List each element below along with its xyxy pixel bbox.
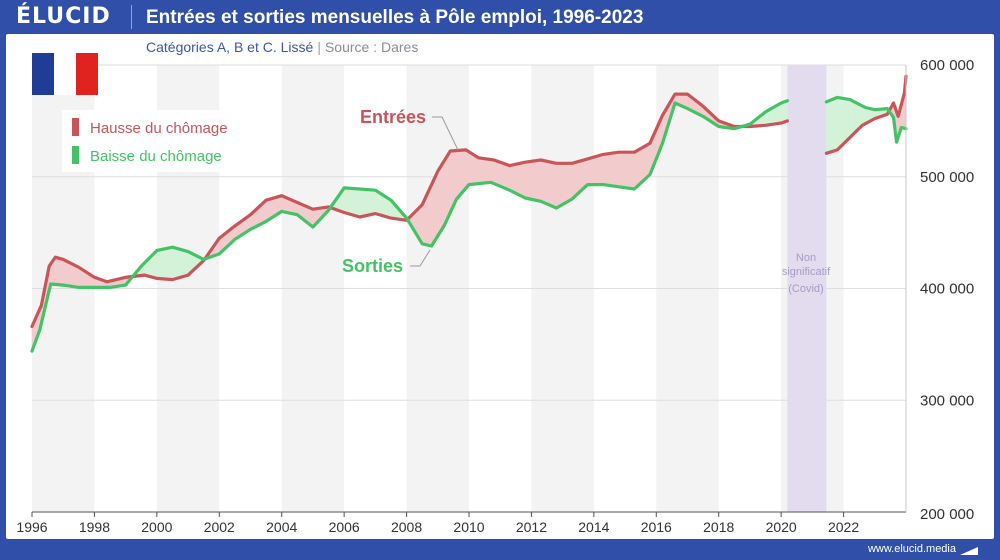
y-tick-label: 600 000: [920, 57, 974, 74]
y-tick-label: 500 000: [920, 169, 974, 186]
covid-label-line2: significatif: [782, 266, 831, 278]
x-tick-label: 1998: [79, 519, 110, 535]
baisse-area: [786, 100, 788, 122]
subtitle-text: Catégories A, B et C. Lissé: [146, 39, 314, 55]
covid-band-rect: [787, 65, 827, 512]
source-text: Source : Dares: [324, 39, 419, 55]
chart-title: Entrées et sorties mensuelles à Pôle emp…: [146, 7, 644, 28]
footer-url[interactable]: www.elucid.media: [867, 543, 956, 555]
brand-mark-icon: [960, 547, 978, 555]
x-tick-label: 2010: [453, 519, 484, 535]
x-tick-label: 2014: [578, 519, 609, 535]
x-tick-label: 2016: [641, 519, 672, 535]
entrees-leader-line: [432, 116, 459, 151]
covid-band: [787, 65, 827, 512]
entrees-annotation: Entrées: [360, 107, 426, 127]
series-lines: [30, 74, 908, 353]
header-bar: ÉLUCID Entrées et sorties mensuelles à P…: [0, 0, 1000, 34]
chart-subtitle: Catégories A, B et C. Lissé | Source : Dar…: [146, 39, 418, 55]
sorties-annotation: Sorties: [342, 256, 403, 276]
legend-label-hausse: Hausse du chômage: [90, 120, 228, 137]
subtitle-separator: |: [317, 39, 321, 55]
brand-logo[interactable]: ÉLUCID: [16, 4, 111, 29]
axes: 1996 1998 2000 2002 2004 2006 2008 2010 2012 2014…: [16, 57, 974, 535]
x-tick-label: 2006: [329, 519, 360, 535]
x-tick-label: 2002: [204, 519, 235, 535]
covid-label-line1: Non: [796, 252, 816, 264]
covid-label-line3: (Covid): [788, 283, 823, 295]
x-tick-label: 2000: [141, 519, 172, 535]
header-divider: [131, 5, 132, 29]
x-tick-label: 2022: [828, 519, 859, 535]
legend-swatch-hausse: [72, 118, 79, 136]
x-tick-label: 2012: [516, 519, 547, 535]
x-tick-label: 2018: [703, 519, 734, 535]
entrees-line: [824, 74, 908, 155]
legend-swatch-baisse: [72, 146, 79, 164]
legend-label-baisse: Baisse du chômage: [90, 148, 222, 165]
legend: Hausse du chômage Baisse du chômage: [62, 110, 262, 172]
x-tick-label: 2020: [766, 519, 797, 535]
x-tick-label: 1996: [16, 519, 47, 535]
france-flag-icon: [32, 53, 98, 95]
y-tick-label: 200 000: [920, 506, 974, 523]
y-tick-label: 300 000: [920, 392, 974, 409]
sorties-line: [824, 95, 908, 144]
sorties-line: [30, 99, 789, 353]
legend-background: [62, 110, 262, 172]
y-tick-label: 400 000: [920, 281, 974, 298]
sorties-leader-line: [410, 249, 431, 267]
x-tick-label: 2004: [266, 519, 297, 535]
x-tick-label: 2008: [391, 519, 422, 535]
